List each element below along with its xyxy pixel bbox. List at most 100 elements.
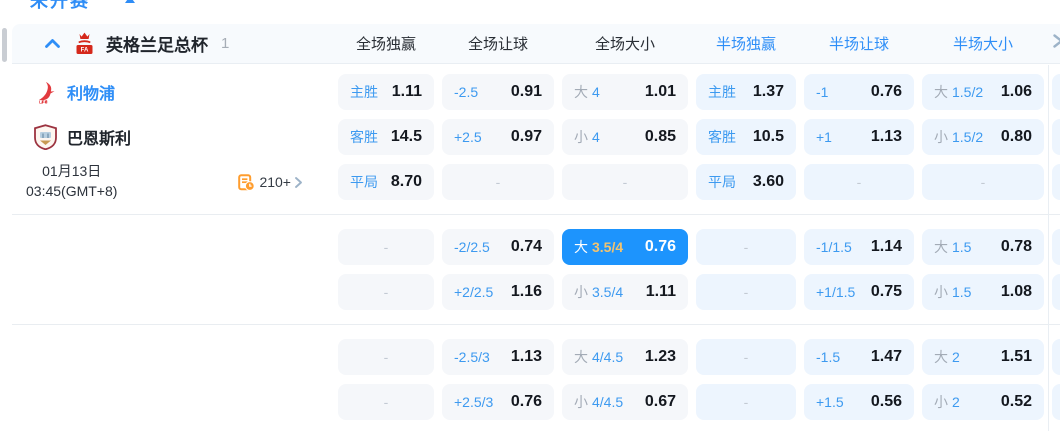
- odds-label: +2.5/3: [454, 394, 494, 410]
- odds-cell[interactable]: -1.5 1.47: [804, 339, 914, 375]
- odds-label-prefix: 小: [574, 129, 588, 145]
- odds-cell[interactable]: +2.5/3 0.76: [442, 384, 554, 420]
- odds-label-prefix: 大: [574, 84, 588, 100]
- odds-cell[interactable]: 平局 3.60: [696, 164, 796, 200]
- odds-value: 1.23: [644, 348, 676, 365]
- odds-group: - -2/2.5 0.74 大 3.5/4 0.76- -1/1.5 1.14 大 1.5 0.78…: [338, 219, 1060, 320]
- column-header-fulltime-1x2: 全场独赢: [355, 36, 416, 53]
- odds-group: - -2.5/3 1.13 大 4/4.5 1.23- -1.5 1.47 大 2 1.51- +2.…: [338, 329, 1060, 430]
- odds-cell-empty: -: [696, 274, 796, 310]
- odds-value: 0.97: [510, 128, 542, 145]
- odds-value: 0.80: [1000, 128, 1032, 145]
- clipped-odds-cell: [1052, 229, 1060, 265]
- home-team-row[interactable]: LFC 利物浦: [12, 74, 330, 110]
- odds-label: 小 1.5/2: [934, 127, 983, 147]
- odds-cell[interactable]: +2.5 0.97: [442, 119, 554, 155]
- league-card: FA 英格兰足总杯 1 全场独赢 全场让球 全场大小 半场独赢 半场让球 半场大…: [12, 24, 1060, 430]
- odds-label-prefix: 小: [934, 284, 948, 300]
- collapse-button[interactable]: [44, 38, 61, 49]
- odds-cell[interactable]: -2/2.5 0.74: [442, 229, 554, 265]
- odds-value: 0.56: [870, 393, 902, 410]
- match-row: LFC 利物浦 巴恩斯利: [12, 64, 1060, 430]
- odds-label: -1: [816, 84, 829, 100]
- column-header-fulltime-overunder: 全场大小: [594, 36, 655, 53]
- odds-label-prefix: 大: [574, 349, 588, 365]
- odds-value: 0.74: [510, 238, 542, 255]
- odds-value: 10.5: [752, 128, 784, 145]
- scroll-more-columns-button[interactable]: [1052, 33, 1060, 54]
- odds-cell[interactable]: 小 1.5/2 0.80: [922, 119, 1044, 155]
- odds-cell[interactable]: -2.5 0.91: [442, 74, 554, 110]
- home-team-name: 利物浦: [67, 86, 116, 103]
- group-divider: [12, 214, 1060, 215]
- odds-cell[interactable]: +1 1.13: [804, 119, 914, 155]
- odds-label-prefix: 小: [574, 284, 588, 300]
- group-divider: [12, 324, 1060, 325]
- more-markets-button[interactable]: 210+: [238, 173, 303, 191]
- clipped-odds-cell: [1052, 384, 1060, 420]
- odds-value: 0.52: [1000, 393, 1032, 410]
- odds-label-prefix: 大: [574, 239, 588, 255]
- odds-cell[interactable]: 主胜 1.11: [338, 74, 434, 110]
- odds-label: +2/2.5: [454, 284, 494, 300]
- odds-cell[interactable]: 小 1.5 1.08: [922, 274, 1044, 310]
- odds-label: 平局: [708, 174, 736, 190]
- odds-cell-empty: -: [922, 164, 1044, 200]
- odds-value: 0.67: [644, 393, 676, 410]
- odds-cell[interactable]: 大 1.5/2 1.06: [922, 74, 1044, 110]
- tab-not-started[interactable]: 未开赛: [30, 0, 90, 11]
- tab-caret-icon: [125, 0, 135, 3]
- odds-cell[interactable]: 小 2 0.52: [922, 384, 1044, 420]
- odds-cell-empty: -: [562, 164, 688, 200]
- odds-label: +2.5: [454, 129, 482, 145]
- left-scrollbar-thumb[interactable]: [2, 28, 7, 62]
- odds-cell[interactable]: 主胜 1.37: [696, 74, 796, 110]
- odds-cell[interactable]: 客胜 10.5: [696, 119, 796, 155]
- more-markets-count: 210+: [259, 174, 291, 190]
- odds-cell[interactable]: -1 0.76: [804, 74, 914, 110]
- odds-cell[interactable]: 大 2 1.51: [922, 339, 1044, 375]
- odds-label-prefix: 大: [934, 239, 948, 255]
- odds-cell-selected[interactable]: 大 3.5/4 0.76: [562, 229, 688, 265]
- odds-label: 大 4/4.5: [574, 347, 623, 367]
- odds-cell[interactable]: 大 1.5 0.78: [922, 229, 1044, 265]
- odds-cell[interactable]: 平局 8.70: [338, 164, 434, 200]
- odds-cell[interactable]: 客胜 14.5: [338, 119, 434, 155]
- odds-label: 大 3.5/4: [574, 237, 623, 257]
- chevron-right-icon: [295, 176, 302, 188]
- column-header-halftime-handicap: 半场让球: [828, 36, 889, 53]
- odds-cell[interactable]: +1.5 0.56: [804, 384, 914, 420]
- odds-label-prefix: 小: [934, 394, 948, 410]
- league-name: 英格兰足总杯: [106, 36, 208, 55]
- odds-cell-empty: -: [696, 229, 796, 265]
- empty-dash: -: [980, 174, 986, 190]
- odds-line: 1.5/2: [952, 129, 984, 145]
- odds-label-prefix: 小: [934, 129, 948, 145]
- odds-cell[interactable]: -1/1.5 1.14: [804, 229, 914, 265]
- odds-value: 1.01: [644, 83, 676, 100]
- odds-label-prefix: 小: [574, 394, 588, 410]
- odds-label-prefix: 大: [934, 84, 948, 100]
- empty-dash: -: [383, 239, 389, 255]
- odds-cell[interactable]: 大 4/4.5 1.23: [562, 339, 688, 375]
- column-header-fulltime-handicap: 全场让球: [467, 36, 528, 53]
- odds-value: 1.13: [870, 128, 902, 145]
- odds-cell[interactable]: 小 3.5/4 1.11: [562, 274, 688, 310]
- odds-cell[interactable]: +1/1.5 0.75: [804, 274, 914, 310]
- odds-cell[interactable]: 小 4 0.85: [562, 119, 688, 155]
- odds-cell[interactable]: +2/2.5 1.16: [442, 274, 554, 310]
- odds-cell-empty: -: [338, 339, 434, 375]
- odds-cell[interactable]: 大 4 1.01: [562, 74, 688, 110]
- markets-list-icon: [238, 173, 256, 191]
- odds-value: 1.13: [510, 348, 542, 365]
- odds-line: 4/4.5: [592, 349, 624, 365]
- odds-label: +1/1.5: [816, 284, 856, 300]
- odds-value: 0.85: [644, 128, 676, 145]
- odds-cell[interactable]: -2.5/3 1.13: [442, 339, 554, 375]
- clipped-odds-cell: [1052, 164, 1060, 200]
- odds-value: 1.11: [645, 283, 676, 300]
- away-team-row[interactable]: 巴恩斯利: [12, 119, 330, 155]
- odds-line: 3.5/4: [592, 239, 624, 255]
- odds-cell[interactable]: 小 4/4.5 0.67: [562, 384, 688, 420]
